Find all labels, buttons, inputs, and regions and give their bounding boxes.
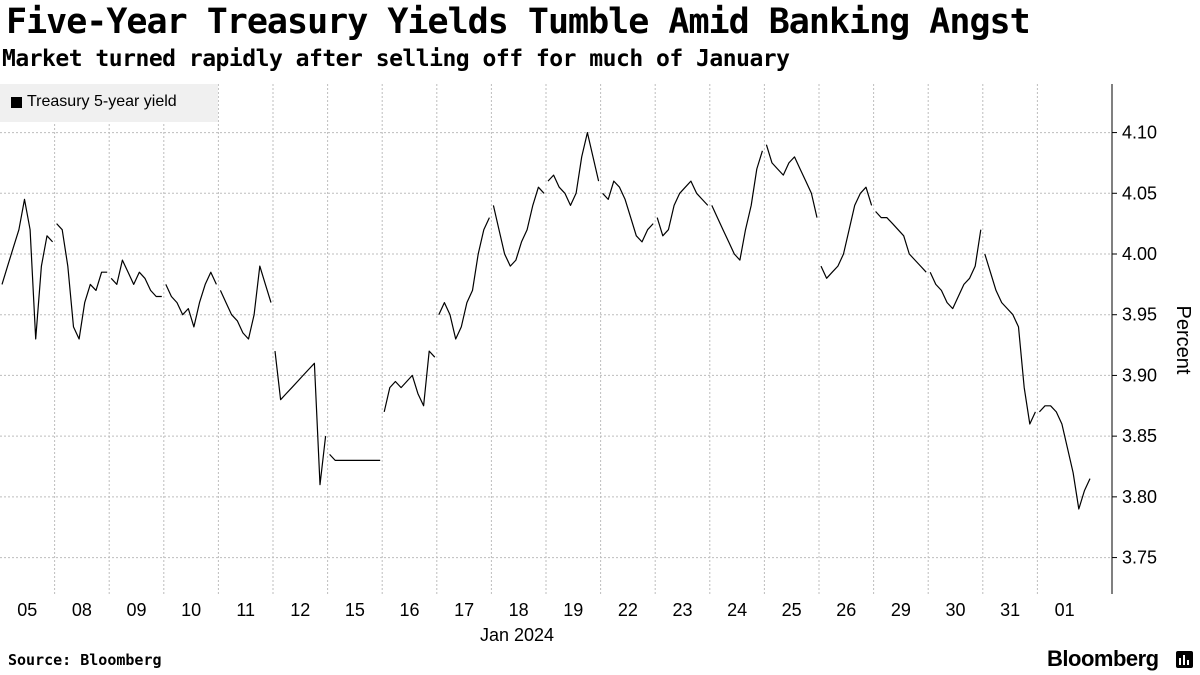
series-line-segment	[984, 253, 1036, 425]
series-line-segment	[547, 132, 600, 206]
series-line-segment	[820, 186, 873, 279]
legend-swatch	[11, 97, 22, 108]
x-tick-label: 15	[345, 600, 365, 620]
x-tick-label: 05	[17, 600, 37, 620]
x-tick-label: 22	[618, 600, 638, 620]
series-line-segment	[875, 211, 927, 273]
series-line-segment	[56, 223, 108, 340]
source-note: Source: Bloomberg	[8, 651, 162, 669]
y-tick-label: 3.95	[1122, 305, 1157, 325]
y-axis-label: Percent	[1172, 306, 1194, 375]
x-tick-label: 09	[126, 600, 146, 620]
series-line-segment	[438, 217, 490, 340]
series-line-segment	[274, 351, 327, 486]
x-tick-label: 30	[945, 600, 965, 620]
y-tick-label: 3.90	[1122, 365, 1157, 385]
legend: Treasury 5-year yield	[0, 84, 218, 122]
series-line-segment	[219, 265, 272, 340]
series-line-segment	[1, 198, 54, 340]
series-line-segment	[929, 229, 982, 310]
x-tick-label: 29	[891, 600, 911, 620]
series-line-segment	[765, 144, 818, 218]
legend-label: Treasury 5-year yield	[27, 93, 177, 110]
y-tick-label: 4.10	[1122, 123, 1157, 143]
x-tick-label: 16	[399, 600, 419, 620]
series-line-segment	[656, 180, 709, 237]
x-tick-label: 31	[1000, 600, 1020, 620]
chart-subtitle: Market turned rapidly after selling off …	[2, 46, 790, 72]
y-tick-label: 4.00	[1122, 244, 1157, 264]
x-tick-label: 08	[72, 600, 92, 620]
x-tick-label: 26	[836, 600, 856, 620]
series-line-segment	[1038, 405, 1091, 510]
y-tick-label: 3.85	[1122, 426, 1157, 446]
series-line-segment	[711, 150, 763, 261]
y-tick-label: 3.80	[1122, 487, 1157, 507]
x-tick-label: 17	[454, 600, 474, 620]
chart-title: Five-Year Treasury Yields Tumble Amid Ba…	[6, 2, 1031, 42]
bloomberg-terminal-icon	[1176, 651, 1193, 668]
x-tick-label: 12	[290, 600, 310, 620]
x-tick-label: 18	[509, 600, 529, 620]
x-tick-label: 19	[563, 600, 583, 620]
series-line-segment	[329, 453, 381, 461]
y-tick-label: 4.05	[1122, 183, 1157, 203]
x-tick-label: 10	[181, 600, 201, 620]
brand-logo-text: Bloomberg	[1047, 646, 1159, 671]
x-tick-label: 25	[782, 600, 802, 620]
series-line-segment	[110, 259, 162, 298]
series-line-segment	[383, 350, 436, 413]
series-line-segment	[165, 271, 217, 328]
y-tick-label: 3.75	[1122, 548, 1157, 568]
x-axis-label: Jan 2024	[480, 625, 554, 645]
x-tick-label: 11	[236, 600, 255, 620]
series-line-segment	[492, 186, 545, 267]
x-tick-label: 23	[672, 600, 692, 620]
x-tick-label: 24	[727, 600, 747, 620]
x-tick-label: 01	[1055, 600, 1075, 620]
series-line-segment	[602, 180, 654, 243]
